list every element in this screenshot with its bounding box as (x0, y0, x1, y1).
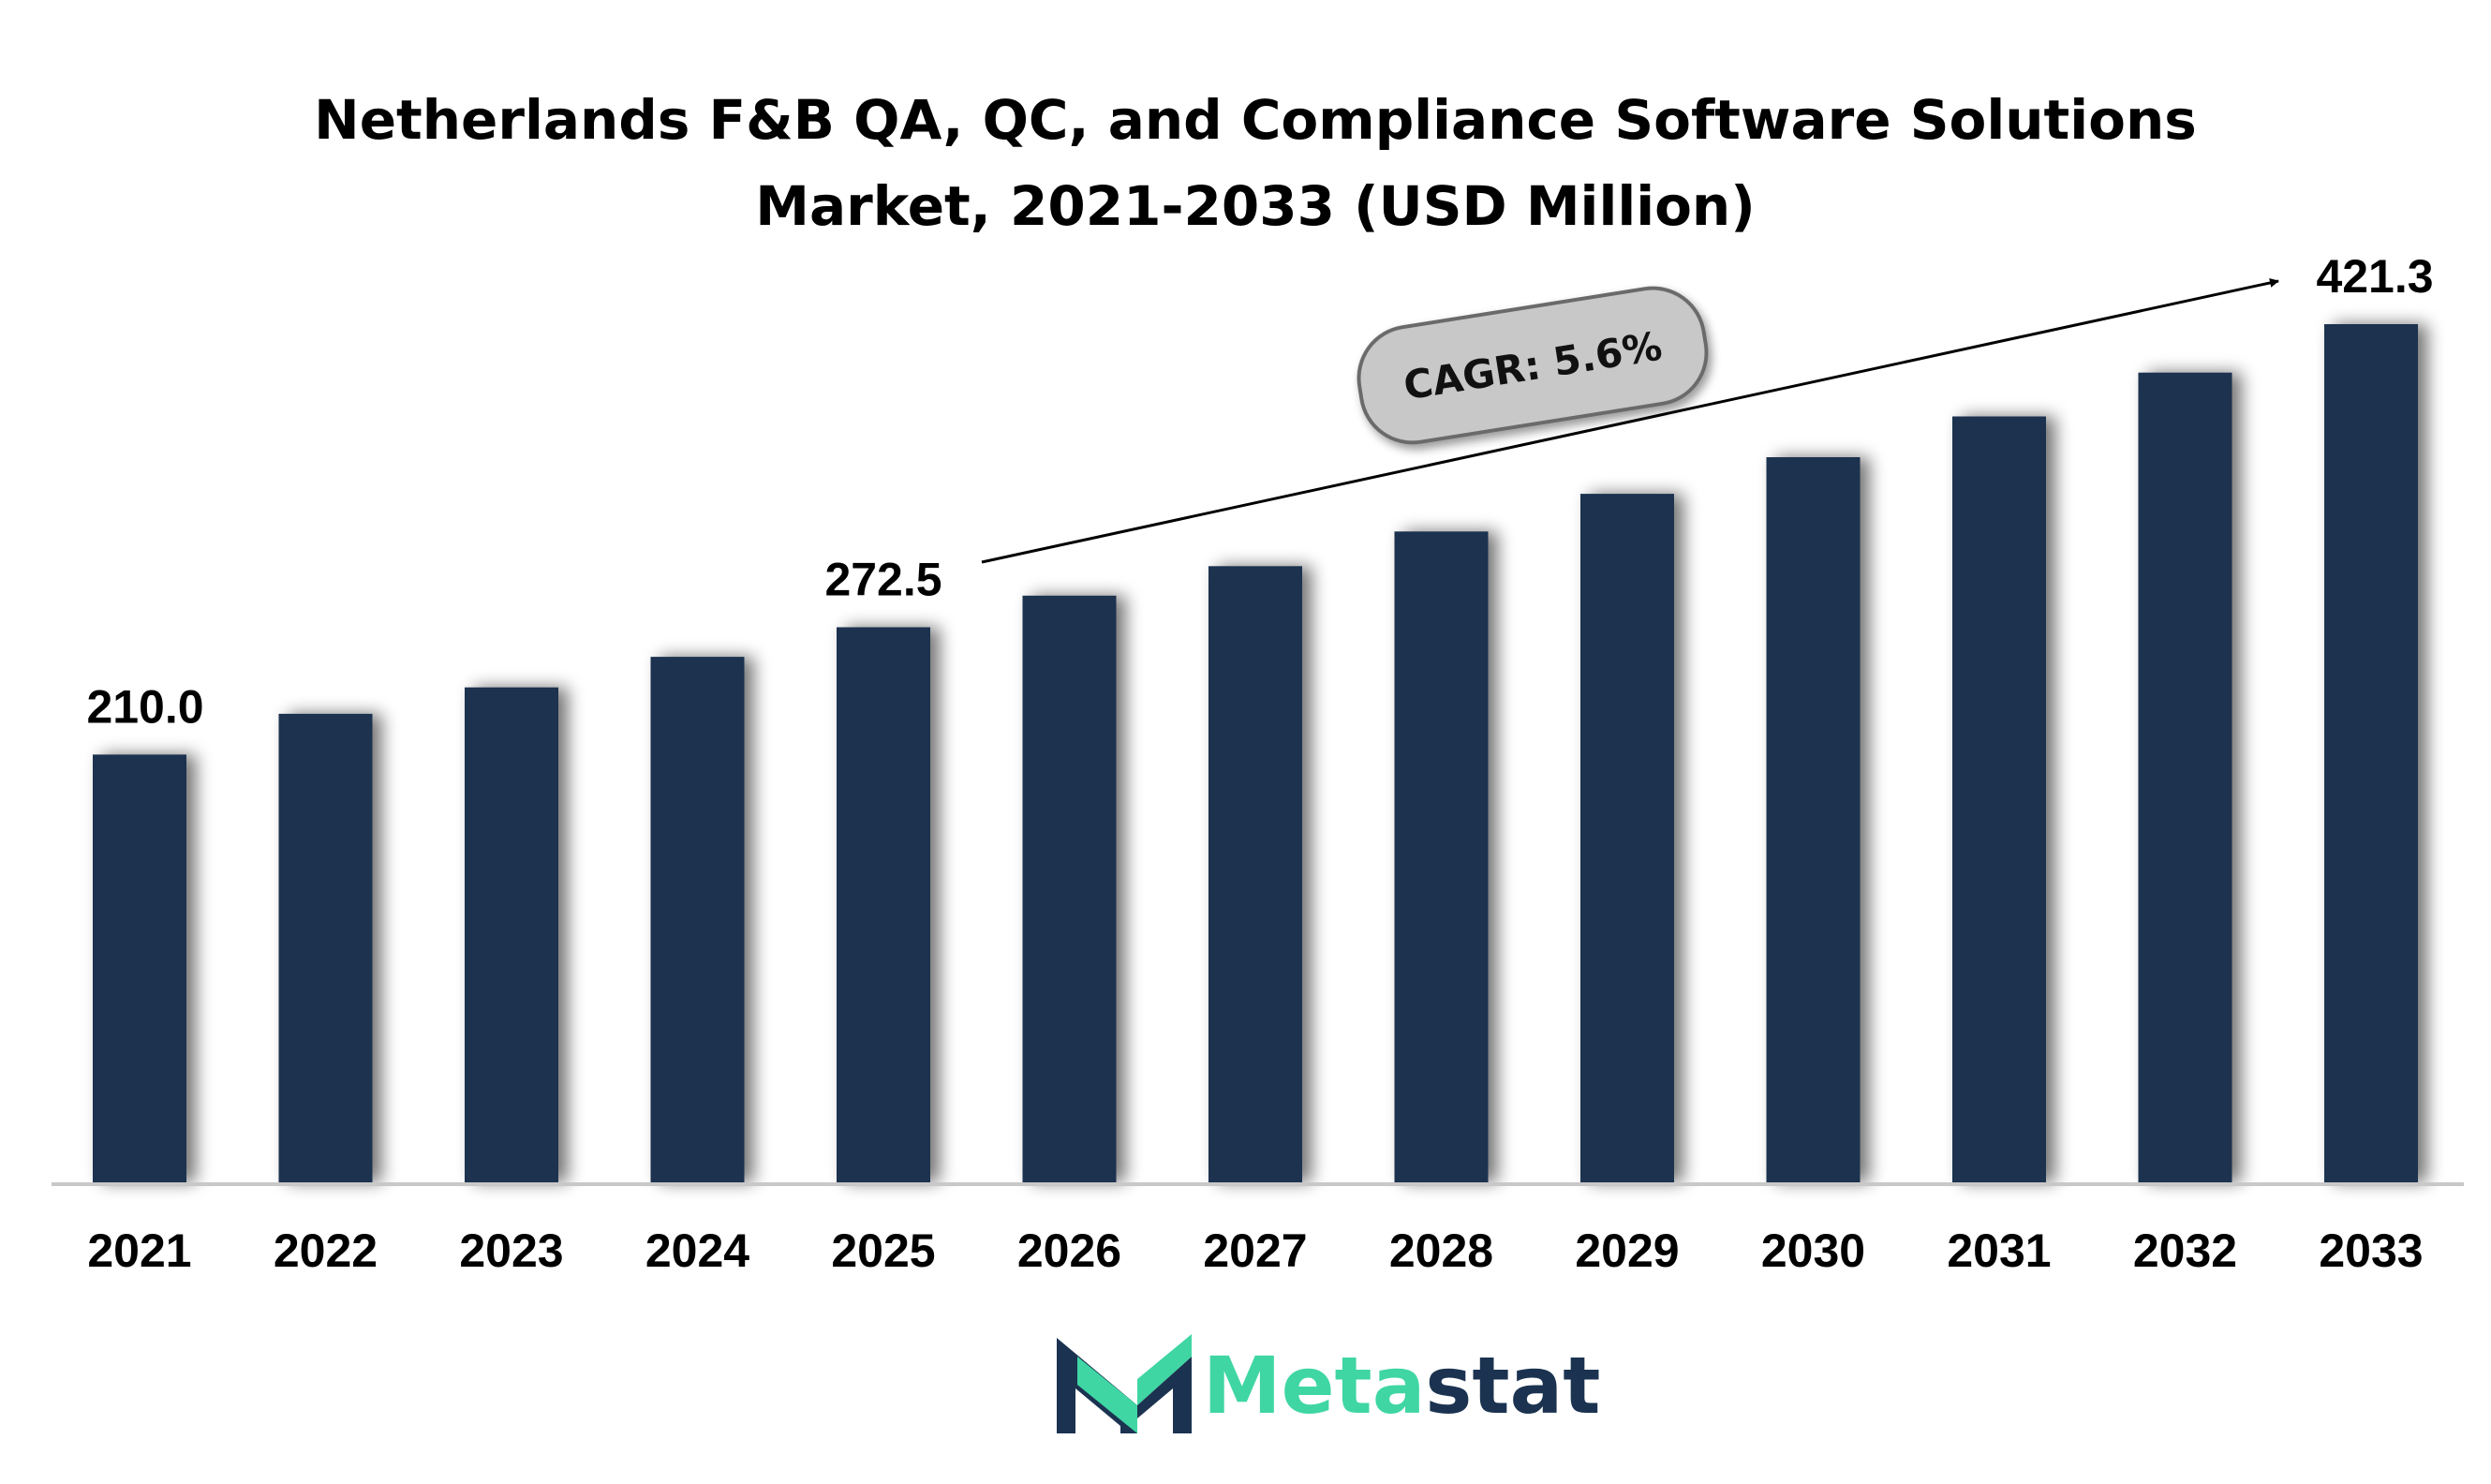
data-label-2033: 421.3 (2316, 250, 2433, 303)
x-tick-2024: 2024 (645, 1224, 749, 1277)
bar-2024 (650, 657, 745, 1182)
bar-2031 (1952, 416, 2046, 1182)
x-tick-2023: 2023 (459, 1224, 563, 1277)
x-tick-2026: 2026 (1017, 1224, 1121, 1277)
bar-2022 (278, 713, 373, 1182)
bar-2026 (1022, 595, 1117, 1182)
x-tick-2030: 2030 (1761, 1224, 1865, 1277)
cagr-badge: CAGR: 5.6% (1357, 286, 1709, 445)
chart-title-line-2: Market, 2021-2033 (USD Million) (755, 174, 1755, 238)
logo-text-meta: Meta (1203, 1340, 1425, 1432)
x-tick-2031: 2031 (1947, 1224, 2051, 1277)
bar-2027 (1208, 566, 1302, 1182)
bar-2028 (1394, 531, 1489, 1182)
x-tick-2021: 2021 (87, 1224, 191, 1277)
x-tick-2022: 2022 (274, 1224, 378, 1277)
x-tick-2029: 2029 (1575, 1224, 1679, 1277)
bar-2029 (1580, 494, 1674, 1182)
svg-text:Metastat: Metastat (1203, 1340, 1600, 1432)
bar-2032 (2138, 372, 2232, 1182)
bar-2025 (837, 627, 930, 1182)
x-tick-2028: 2028 (1389, 1224, 1493, 1277)
metastat-m-logo-icon (1057, 1334, 1192, 1433)
chart-title-line-1: Netherlands F&B QA, QC, and Compliance S… (314, 88, 2197, 152)
x-tick-2033: 2033 (2319, 1224, 2423, 1277)
x-tick-2025: 2025 (831, 1224, 935, 1277)
bars-group (93, 324, 2418, 1182)
data-labels: 210.0 272.5 421.3 (86, 250, 2433, 733)
x-tick-2032: 2032 (2133, 1224, 2237, 1277)
data-label-2021: 210.0 (86, 680, 203, 733)
logo-text-stat: stat (1425, 1340, 1600, 1432)
data-label-2025: 272.5 (824, 554, 942, 606)
cagr-arrow (981, 278, 2279, 564)
bar-2030 (1766, 457, 1861, 1182)
bar-2023 (465, 687, 558, 1182)
bar-2021 (93, 754, 186, 1182)
x-tick-2027: 2027 (1203, 1224, 1307, 1277)
x-tick-labels: 2021 2022 2023 2024 2025 2026 2027 2028 2029 2030… (87, 1224, 2423, 1277)
metastat-logo: Metastat (1057, 1334, 1600, 1433)
bar-2033 (2324, 324, 2418, 1182)
